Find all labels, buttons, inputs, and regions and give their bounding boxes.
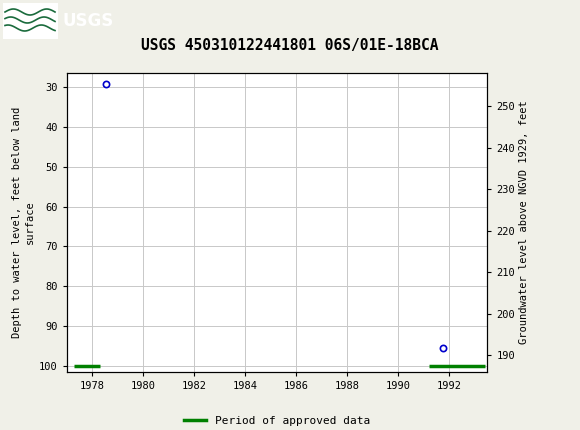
Bar xyxy=(3,3,58,39)
Y-axis label: Groundwater level above NGVD 1929, feet: Groundwater level above NGVD 1929, feet xyxy=(519,101,529,344)
Y-axis label: Depth to water level, feet below land
surface: Depth to water level, feet below land su… xyxy=(12,107,35,338)
Text: USGS: USGS xyxy=(62,12,113,30)
Text: USGS 450310122441801 06S/01E-18BCA: USGS 450310122441801 06S/01E-18BCA xyxy=(142,38,438,52)
Legend: Period of approved data: Period of approved data xyxy=(179,412,375,430)
